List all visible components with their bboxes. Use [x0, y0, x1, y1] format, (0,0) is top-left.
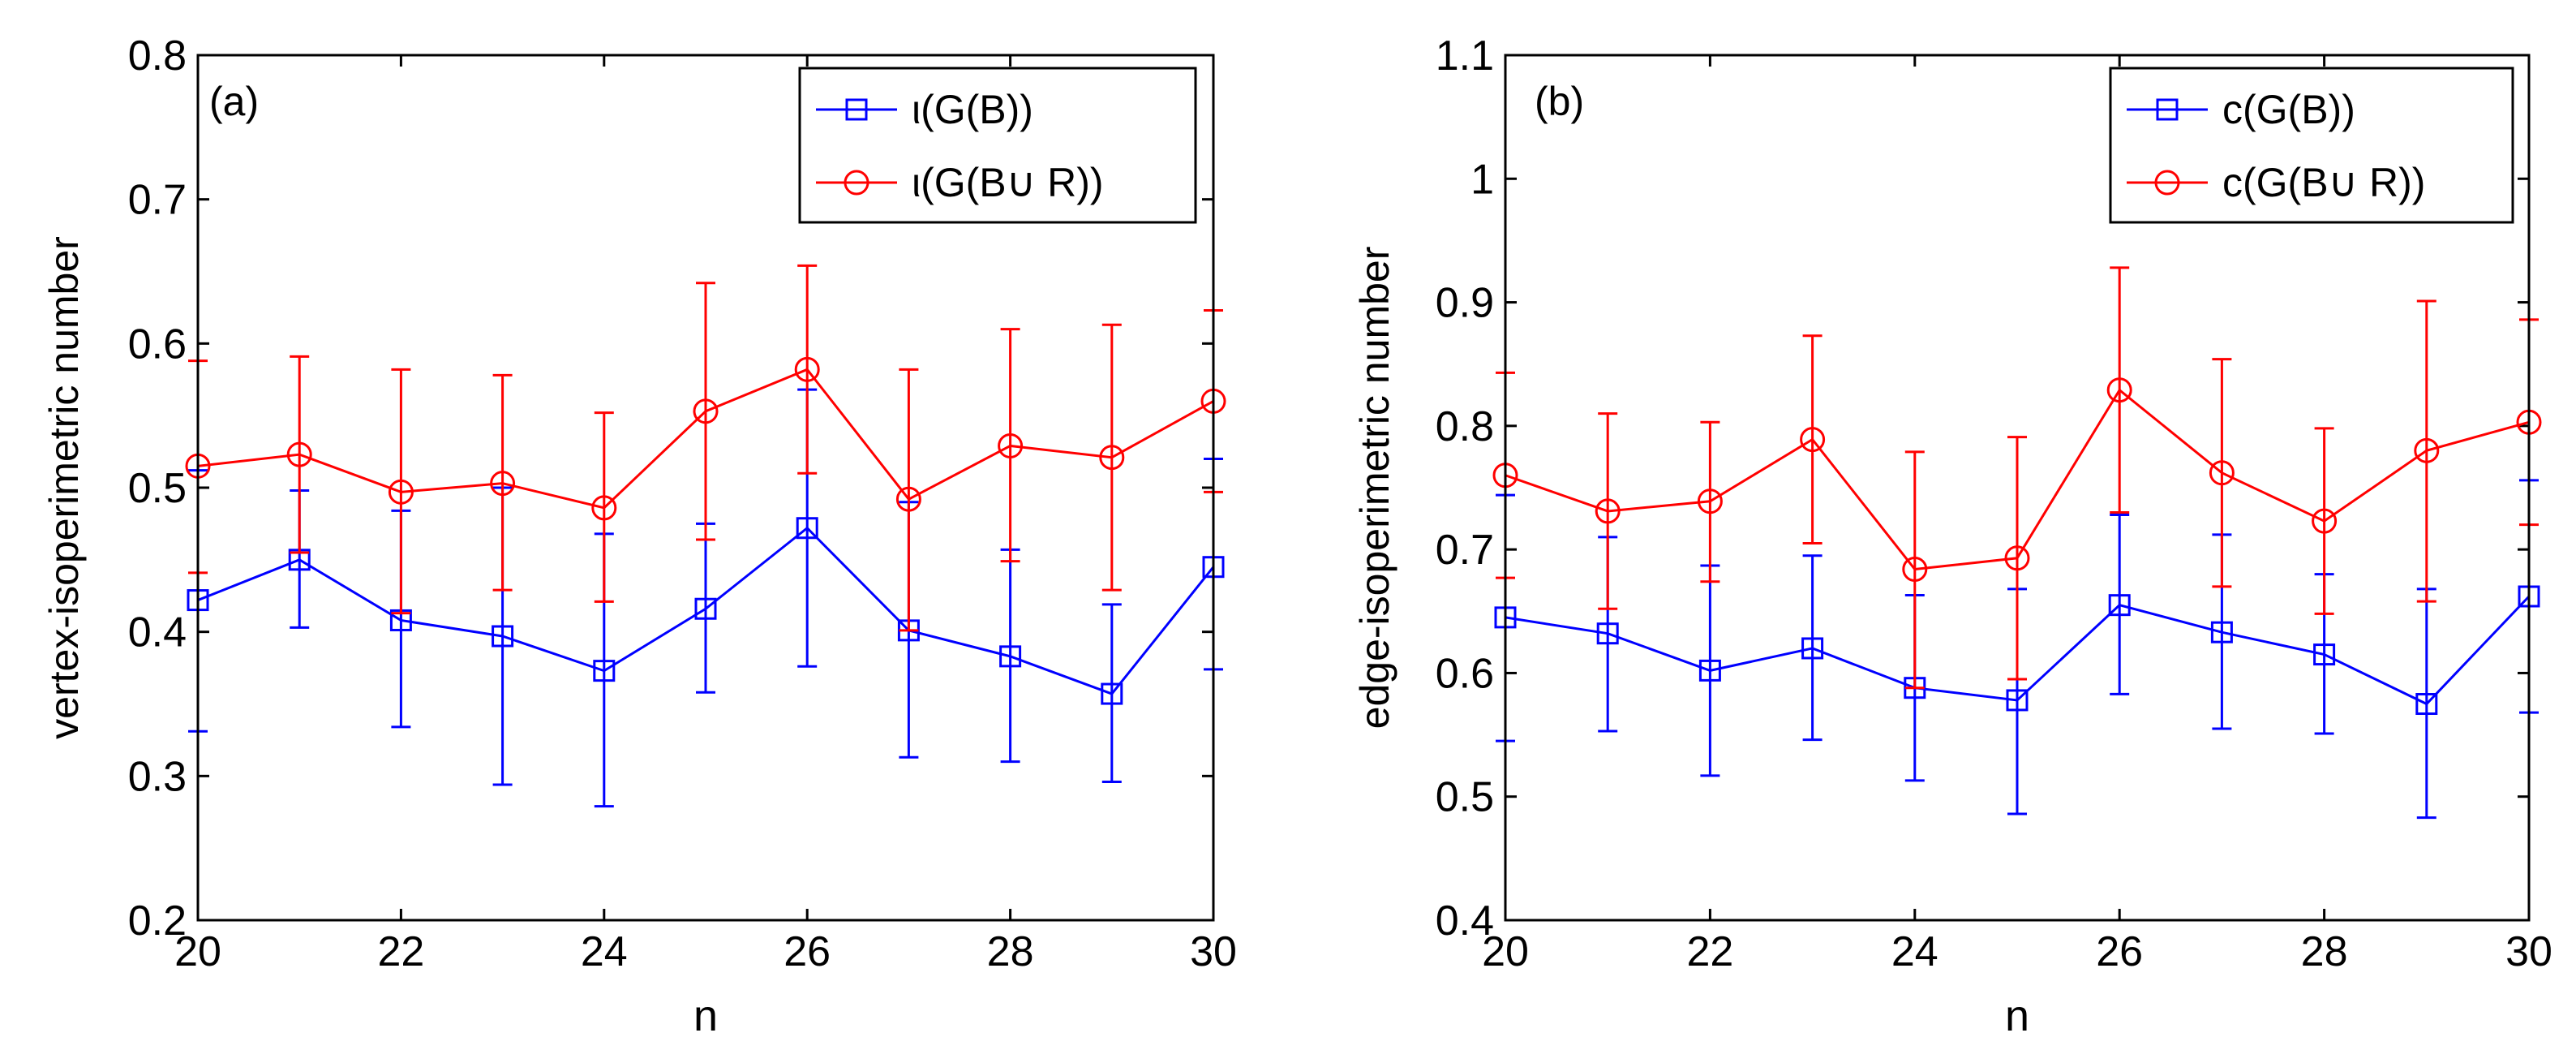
data-point-square — [694, 597, 717, 620]
panel-a-legend-marker-square — [845, 98, 868, 121]
panel-a-x-tick-label: 28 — [987, 928, 1034, 975]
panel-a-axes-box — [196, 54, 1215, 922]
panel-a-y-tick-label: 0.2 — [128, 897, 187, 945]
panel-a-legend-marker-circle — [844, 170, 869, 196]
panel-a-legend-entry-blue: ι(G(B)) — [912, 87, 1033, 132]
panel-a-x-tick-label: 20 — [174, 928, 221, 975]
panel-b-y-tick-label: 0.4 — [1436, 897, 1494, 945]
panel-a-legend-entry-red: ι(G(B∪ R)) — [912, 160, 1104, 205]
data-point-square — [796, 517, 818, 540]
data-point-square — [2210, 621, 2233, 643]
panel-b-x-tick-label: 24 — [1891, 928, 1938, 975]
panel-b-x-ticks: 20 22 24 26 28 30 — [1482, 55, 2552, 975]
panel-b-legend: c(G(B)) c(G(B∪ R)) — [2109, 67, 2514, 224]
data-point-circle — [286, 441, 312, 467]
data-point-circle — [1595, 498, 1621, 524]
panel-b-x-tick-label: 26 — [2096, 928, 2143, 975]
panel-a-x-tick-label: 24 — [581, 928, 628, 975]
data-point-circle — [591, 495, 617, 521]
data-point-circle — [2004, 545, 2030, 571]
data-point-circle — [794, 356, 820, 382]
data-point-circle — [388, 479, 414, 505]
data-point-circle — [895, 486, 921, 512]
data-point-circle — [998, 433, 1024, 458]
panel-b-legend-entry-red: c(G(B∪ R)) — [2222, 160, 2425, 205]
panel-a-x-ticks: 20 22 24 26 28 30 — [174, 55, 1237, 975]
panel-b-x-tick-label: 22 — [1686, 928, 1733, 975]
panel-b-y-tick-label: 0.7 — [1436, 527, 1494, 574]
data-point-square — [2108, 594, 2131, 617]
panel-b-y-tick-label: 0.8 — [1436, 403, 1494, 450]
panel-b-y-tick-label: 1 — [1470, 156, 1494, 203]
panel-b-label: (b) — [1535, 79, 1584, 124]
panel-b-y-tick-label: 0.9 — [1436, 280, 1494, 327]
data-point-square — [1698, 659, 1721, 682]
panel-b-legend-entry-blue: c(G(B)) — [2222, 87, 2355, 132]
panel-a-x-axis-label: n — [693, 992, 718, 1040]
data-point-circle — [1902, 557, 1928, 583]
panel-a-x-tick-label: 30 — [1190, 928, 1237, 975]
data-point-circle — [2106, 377, 2132, 403]
data-point-circle — [2209, 460, 2235, 486]
panel-b-y-tick-label: 1.1 — [1436, 32, 1494, 80]
data-point-square — [1101, 682, 1123, 705]
data-point-square — [999, 645, 1022, 668]
panel-b-y-tick-label: 0.6 — [1436, 650, 1494, 697]
data-point-square — [492, 625, 514, 648]
panel-a-x-tick-label: 22 — [377, 928, 424, 975]
panel-b-axes-box — [1504, 54, 2531, 922]
data-point-circle — [1800, 427, 1826, 453]
data-point-circle — [1099, 445, 1125, 471]
panel-b-x-tick-label: 28 — [2301, 928, 2348, 975]
panel-a-legend: ι(G(B)) ι(G(B∪ R)) — [798, 67, 1197, 224]
panel-a-x-tick-label: 26 — [784, 928, 831, 975]
panel-a-y-tick-label: 0.3 — [128, 753, 187, 800]
panel-a-y-tick-label: 0.7 — [128, 177, 187, 224]
panel-b-y-tick-label: 0.5 — [1436, 774, 1494, 821]
panel-a-label: (a) — [209, 79, 259, 124]
panel-b-legend-marker-square — [2156, 98, 2179, 121]
panel-b-x-axis-label: n — [2005, 992, 2029, 1040]
panel-b-x-tick-label: 20 — [1482, 928, 1529, 975]
data-point-circle — [693, 398, 719, 424]
data-point-square — [2313, 643, 2336, 666]
panel-a-legend-box — [798, 67, 1197, 224]
panel-a: 20 22 24 26 28 30 0.2 0.3 0.4 0.5 0.6 0.7 0.8 (a) n… — [41, 32, 1237, 1040]
data-point-square — [2006, 689, 2029, 712]
panel-a-y-ticks: 0.2 0.3 0.4 0.5 0.6 0.7 0.8 — [128, 32, 1213, 945]
data-point-square — [1801, 637, 1824, 660]
data-point-circle — [2312, 508, 2338, 534]
panel-b-y-ticks: 0.4 0.5 0.6 0.7 0.8 0.9 1 1.1 — [1436, 32, 2529, 945]
data-point-square — [2415, 693, 2438, 715]
panel-b-series-red — [1492, 266, 2542, 690]
panel-a-y-tick-label: 0.4 — [128, 609, 187, 656]
data-point-circle — [490, 471, 516, 497]
data-point-square — [1596, 622, 1619, 645]
panel-a-y-tick-label: 0.8 — [128, 32, 187, 80]
panel-b: 20 22 24 26 28 30 0.40.50.60.70.80.911.1 (b) … — [1352, 32, 2552, 1040]
data-point-circle — [2414, 437, 2440, 463]
panel-b-legend-box — [2109, 67, 2514, 224]
data-point-square — [593, 660, 616, 682]
panel-a-y-axis-label: vertex-isoperimetric number — [41, 236, 87, 739]
data-point-circle — [1697, 488, 1723, 514]
panel-b-y-axis-label: edge-isoperimetric number — [1352, 247, 1397, 729]
panel-a-y-tick-label: 0.5 — [128, 465, 187, 512]
panel-b-legend-marker-circle — [2154, 170, 2180, 196]
panel-a-y-tick-label: 0.6 — [128, 321, 187, 368]
panel-b-x-tick-label: 30 — [2505, 928, 2552, 975]
